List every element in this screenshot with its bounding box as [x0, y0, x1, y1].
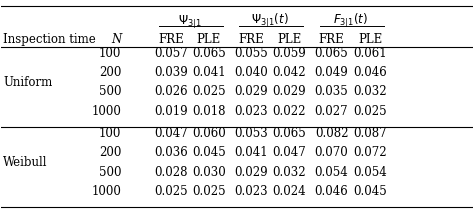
Text: Inspection time: Inspection time: [3, 33, 96, 46]
Text: 0.023: 0.023: [234, 185, 268, 198]
Text: 0.019: 0.019: [154, 105, 188, 118]
Text: N: N: [111, 33, 121, 46]
Text: 0.028: 0.028: [154, 166, 188, 179]
Text: 0.040: 0.040: [234, 66, 268, 79]
Text: 0.032: 0.032: [272, 166, 306, 179]
Text: 500: 500: [99, 166, 121, 179]
Text: 0.055: 0.055: [234, 47, 268, 60]
Text: 200: 200: [99, 66, 121, 79]
Text: 0.041: 0.041: [192, 66, 226, 79]
Text: PLE: PLE: [277, 33, 301, 46]
Text: 100: 100: [99, 127, 121, 140]
Text: 0.036: 0.036: [154, 146, 188, 159]
Text: 0.046: 0.046: [315, 185, 348, 198]
Text: 0.032: 0.032: [354, 85, 387, 98]
Text: 0.024: 0.024: [272, 185, 306, 198]
Text: 0.029: 0.029: [272, 85, 306, 98]
Text: 200: 200: [99, 146, 121, 159]
Text: 0.059: 0.059: [272, 47, 306, 60]
Text: 0.023: 0.023: [234, 105, 268, 118]
Text: 0.022: 0.022: [272, 105, 306, 118]
Text: 0.070: 0.070: [315, 146, 348, 159]
Text: 0.029: 0.029: [234, 85, 268, 98]
Text: 0.039: 0.039: [154, 66, 188, 79]
Text: 0.082: 0.082: [315, 127, 348, 140]
Text: 0.026: 0.026: [154, 85, 188, 98]
Text: 0.054: 0.054: [315, 166, 348, 179]
Text: PLE: PLE: [358, 33, 383, 46]
Text: 0.053: 0.053: [234, 127, 268, 140]
Text: 0.046: 0.046: [354, 66, 387, 79]
Text: $F_{3|1}(t)$: $F_{3|1}(t)$: [333, 12, 368, 30]
Text: 0.054: 0.054: [354, 166, 387, 179]
Text: 500: 500: [99, 85, 121, 98]
Text: 1000: 1000: [91, 105, 121, 118]
Text: 0.047: 0.047: [272, 146, 306, 159]
Text: 0.030: 0.030: [192, 166, 226, 179]
Text: FRE: FRE: [319, 33, 345, 46]
Text: 0.065: 0.065: [315, 47, 348, 60]
Text: 0.065: 0.065: [272, 127, 306, 140]
Text: 0.041: 0.041: [234, 146, 268, 159]
Text: 0.042: 0.042: [272, 66, 306, 79]
Text: Weibull: Weibull: [3, 156, 47, 169]
Text: 0.025: 0.025: [354, 105, 387, 118]
Text: 1000: 1000: [91, 185, 121, 198]
Text: 0.029: 0.029: [234, 166, 268, 179]
Text: 0.045: 0.045: [192, 146, 226, 159]
Text: 0.027: 0.027: [315, 105, 348, 118]
Text: 0.045: 0.045: [354, 185, 387, 198]
Text: 0.049: 0.049: [315, 66, 348, 79]
Text: $\Psi_{3|1}(t)$: $\Psi_{3|1}(t)$: [251, 12, 289, 30]
Text: 0.072: 0.072: [354, 146, 387, 159]
Text: 100: 100: [99, 47, 121, 60]
Text: $\Psi_{3|1}$: $\Psi_{3|1}$: [178, 13, 201, 30]
Text: 0.025: 0.025: [192, 185, 226, 198]
Text: 0.035: 0.035: [315, 85, 348, 98]
Text: 0.047: 0.047: [154, 127, 188, 140]
Text: FRE: FRE: [158, 33, 184, 46]
Text: 0.061: 0.061: [354, 47, 387, 60]
Text: 0.025: 0.025: [154, 185, 188, 198]
Text: PLE: PLE: [197, 33, 221, 46]
Text: 0.065: 0.065: [192, 47, 226, 60]
Text: 0.018: 0.018: [192, 105, 226, 118]
Text: FRE: FRE: [238, 33, 264, 46]
Text: Uniform: Uniform: [3, 76, 52, 89]
Text: 0.025: 0.025: [192, 85, 226, 98]
Text: 0.087: 0.087: [354, 127, 387, 140]
Text: 0.060: 0.060: [192, 127, 226, 140]
Text: 0.057: 0.057: [154, 47, 188, 60]
